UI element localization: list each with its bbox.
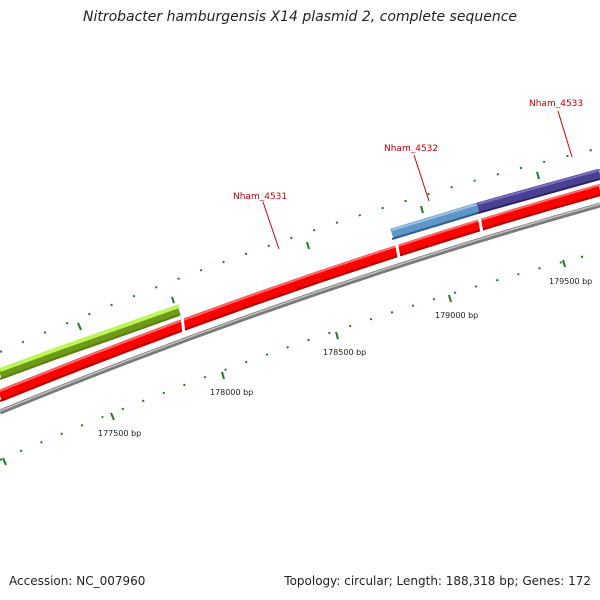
leader-nham-4531 <box>262 201 280 250</box>
leader-nham-4533 <box>557 110 573 158</box>
summary-text: Topology: circular; Length: 188,318 bp; … <box>284 574 591 588</box>
gene-label-nham-4533[interactable]: Nham_4533 <box>529 99 583 109</box>
gene-block-green[interactable] <box>0 304 181 380</box>
accession-text: Accession: NC_007960 <box>9 574 146 588</box>
gene-label-nham-4531[interactable]: Nham_4531 <box>233 192 287 202</box>
gene-block-nham-4533[interactable] <box>476 168 600 214</box>
scale-label-178500: 178500 bp <box>323 348 366 357</box>
map-title: Nitrobacter hamburgensis X14 plasmid 2, … <box>82 9 518 25</box>
gene-boundary-2 <box>394 239 401 259</box>
inner-tick-marks <box>0 251 600 466</box>
gene-boundary-3 <box>477 215 484 234</box>
scale-label-179000: 179000 bp <box>435 311 478 320</box>
scale-label-178000: 178000 bp <box>210 388 253 397</box>
scale-label-179500: 179500 bp <box>549 277 592 286</box>
leader-nham-4532 <box>413 154 430 202</box>
forward-cds-track <box>0 184 600 402</box>
scale-label-177500: 177500 bp <box>98 429 141 438</box>
backbone-track <box>0 202 600 415</box>
gene-boundary-1 <box>180 315 186 335</box>
gene-label-nham-4532[interactable]: Nham_4532 <box>384 144 438 154</box>
gene-block-nham-4532[interactable] <box>390 202 480 240</box>
outer-tick-marks <box>0 147 600 353</box>
